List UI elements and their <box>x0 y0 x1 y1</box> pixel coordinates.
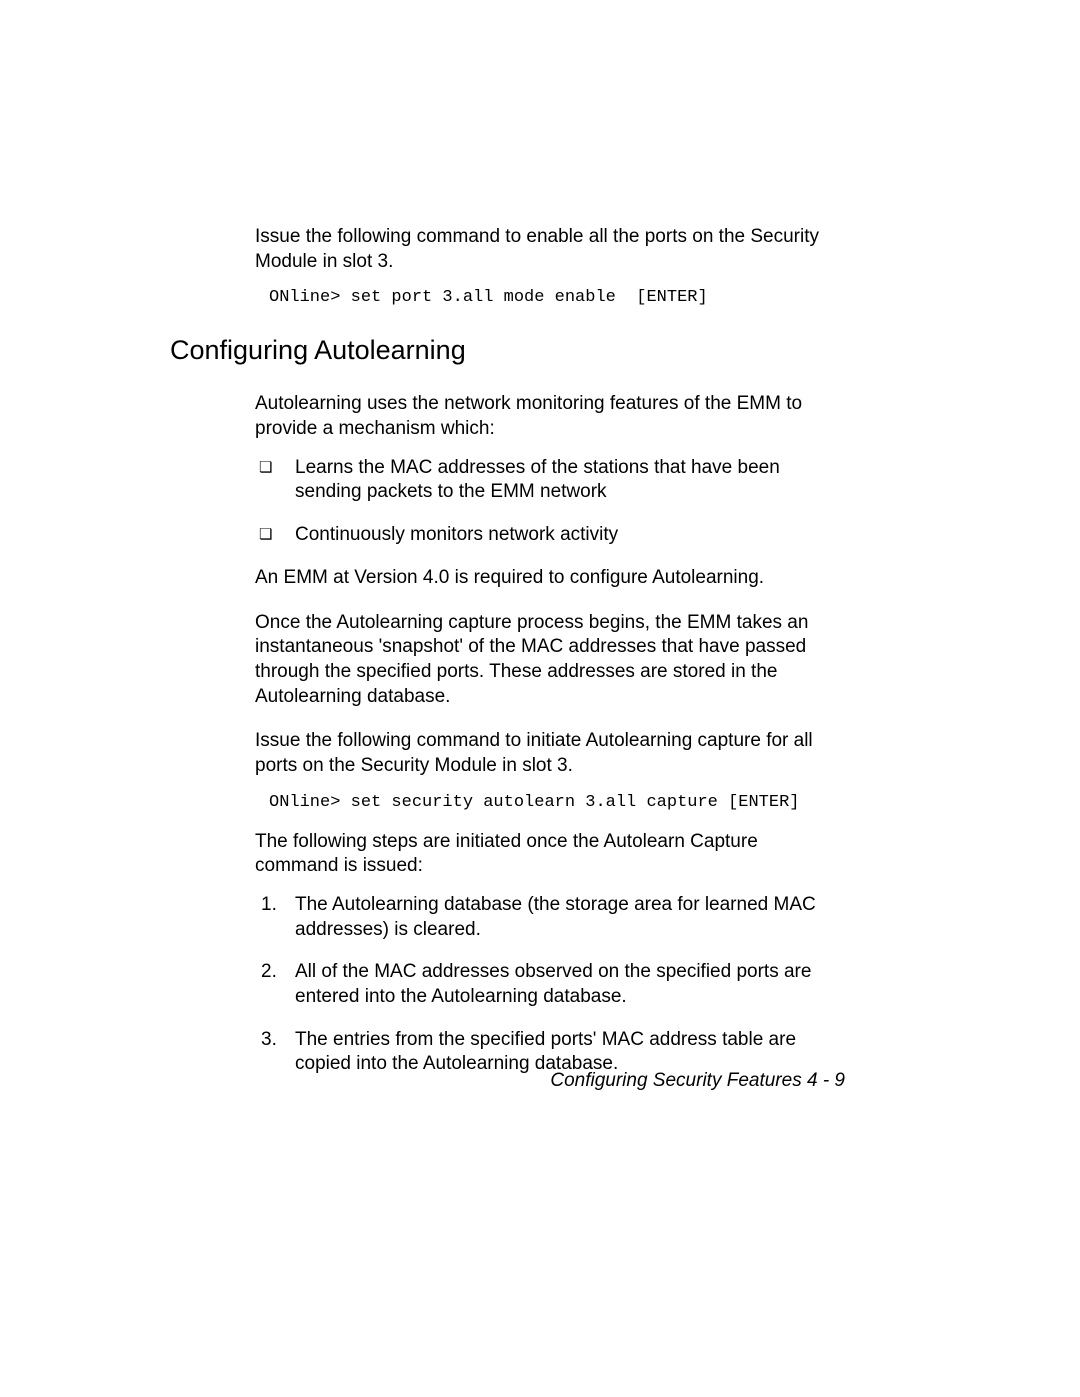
section-para-3: Once the Autolearning capture process be… <box>255 611 845 710</box>
intro-block: Issue the following command to enable al… <box>255 225 845 307</box>
bullet-item: ❏ Learns the MAC addresses of the statio… <box>295 456 845 505</box>
step-item: 1. The Autolearning database (the storag… <box>295 893 845 942</box>
step-number: 1. <box>261 893 277 918</box>
section-body: Autolearning uses the network monitoring… <box>255 392 845 1077</box>
numbered-list: 1. The Autolearning database (the storag… <box>295 893 845 1077</box>
step-number: 3. <box>261 1028 277 1053</box>
bullet-text: Learns the MAC addresses of the stations… <box>295 457 780 503</box>
bullet-list: ❏ Learns the MAC addresses of the statio… <box>295 456 845 548</box>
intro-paragraph: Issue the following command to enable al… <box>255 225 845 274</box>
code-block-enable-ports: ONline> set port 3.all mode enable [ENTE… <box>269 288 845 307</box>
section-para-2: An EMM at Version 4.0 is required to con… <box>255 566 845 591</box>
step-item: 2. All of the MAC addresses observed on … <box>295 960 845 1009</box>
section-para-1: Autolearning uses the network monitoring… <box>255 392 845 441</box>
step-text: The Autolearning database (the storage a… <box>295 894 816 940</box>
step-text: The entries from the specified ports' MA… <box>295 1029 796 1075</box>
square-bullet-icon: ❏ <box>259 458 272 478</box>
square-bullet-icon: ❏ <box>259 525 272 545</box>
bullet-text: Continuously monitors network activity <box>295 524 618 545</box>
section-para-5: The following steps are initiated once t… <box>255 830 845 879</box>
step-number: 2. <box>261 960 277 985</box>
bullet-item: ❏ Continuously monitors network activity <box>295 523 845 548</box>
section-para-4: Issue the following command to initiate … <box>255 729 845 778</box>
section-heading: Configuring Autolearning <box>170 335 845 366</box>
step-text: All of the MAC addresses observed on the… <box>295 961 811 1007</box>
footer-text: Configuring Security Features 4 - 9 <box>550 1070 845 1091</box>
page-footer: Configuring Security Features 4 - 9 <box>550 1070 845 1092</box>
code-block-autolearn: ONline> set security autolearn 3.all cap… <box>269 793 845 812</box>
page: Issue the following command to enable al… <box>0 0 1080 1397</box>
